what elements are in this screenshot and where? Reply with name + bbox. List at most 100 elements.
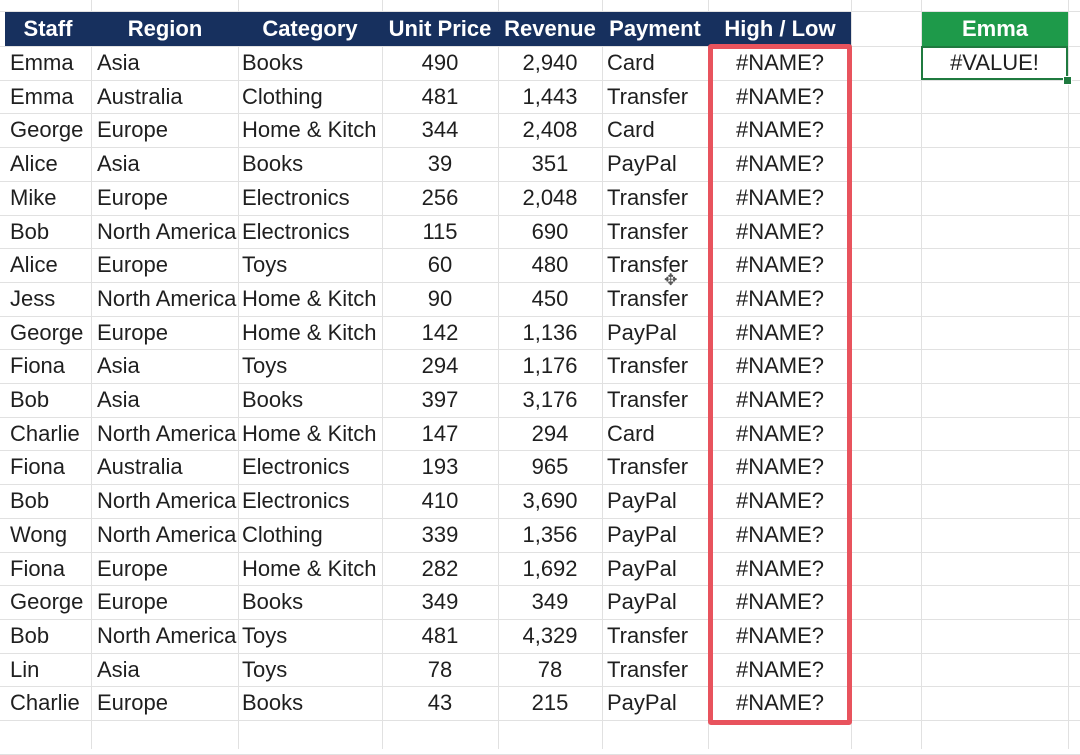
cell-staff[interactable]: Bob — [10, 622, 50, 648]
cell-region[interactable]: Asia — [97, 656, 140, 682]
cell-revenue[interactable]: 1,136 — [522, 319, 578, 345]
cell-staff[interactable]: Mike — [10, 184, 57, 210]
header-region[interactable]: Region — [127, 16, 203, 41]
cell-high-low[interactable]: #NAME? — [735, 420, 825, 446]
cell-revenue[interactable]: 2,048 — [522, 184, 578, 210]
cell-staff[interactable]: Bob — [10, 387, 50, 412]
cell-revenue[interactable]: 1,692 — [522, 555, 578, 581]
cell-staff[interactable]: Bob — [10, 488, 50, 514]
cell-region[interactable]: Europe — [97, 319, 168, 345]
cell-revenue[interactable]: 1,176 — [522, 353, 578, 379]
cell-unit-price[interactable]: 142 — [421, 319, 459, 345]
cell-unit-price[interactable]: 349 — [421, 589, 459, 615]
cell-category[interactable]: Home & Kitch — [242, 420, 377, 446]
cell-high-low[interactable]: #NAME? — [735, 353, 825, 379]
cell-category[interactable]: Home & Kitch — [242, 285, 377, 311]
cell-staff[interactable]: Wong — [10, 521, 68, 547]
cell-revenue[interactable]: 3,176 — [522, 387, 578, 412]
cell-revenue[interactable]: 351 — [531, 151, 569, 177]
cell-region[interactable]: Europe — [97, 589, 168, 615]
cell-payment[interactable]: Transfer — [607, 184, 689, 210]
fill-handle[interactable] — [1063, 76, 1072, 85]
cell-region[interactable]: Australia — [97, 83, 183, 109]
cell-unit-price[interactable]: 294 — [421, 353, 459, 379]
cell-region[interactable]: Europe — [97, 690, 168, 716]
cell-payment[interactable]: Transfer — [607, 218, 689, 244]
cell-category[interactable]: Books — [242, 589, 304, 615]
cell-category[interactable]: Books — [242, 50, 304, 75]
cell-revenue[interactable]: 480 — [531, 252, 569, 278]
cell-payment[interactable]: PayPal — [607, 151, 677, 177]
cell-revenue[interactable]: 690 — [531, 218, 569, 244]
cell-category[interactable]: Books — [242, 690, 304, 716]
cell-revenue[interactable]: 450 — [531, 285, 569, 311]
cell-unit-price[interactable]: 256 — [421, 184, 459, 210]
cell-unit-price[interactable]: 193 — [421, 454, 459, 480]
cell-staff[interactable]: Bob — [10, 218, 50, 244]
header-staff[interactable]: Staff — [23, 16, 73, 41]
cell-region[interactable]: Europe — [97, 117, 168, 143]
cell-category[interactable]: Books — [242, 387, 304, 412]
cell-region[interactable]: Asia — [97, 151, 140, 177]
cell-high-low[interactable]: #NAME? — [735, 589, 825, 615]
cell-high-low[interactable]: #NAME? — [735, 83, 825, 109]
cell-unit-price[interactable]: 282 — [421, 555, 459, 581]
cell-region[interactable]: North America — [97, 488, 237, 514]
cell-payment[interactable]: Transfer — [607, 656, 689, 682]
cell-high-low[interactable]: #NAME? — [735, 387, 825, 412]
cell-payment[interactable]: Transfer — [607, 387, 689, 412]
cell-high-low[interactable]: #NAME? — [735, 555, 825, 581]
cell-unit-price[interactable]: 481 — [421, 622, 459, 648]
cell-high-low[interactable]: #NAME? — [735, 656, 825, 682]
cell-staff[interactable]: Fiona — [10, 555, 66, 581]
cell-payment[interactable]: PayPal — [607, 690, 677, 716]
cell-payment[interactable]: Transfer — [607, 353, 689, 379]
cell-unit-price[interactable]: 339 — [421, 521, 459, 547]
cell-revenue[interactable]: 965 — [531, 454, 569, 480]
cell-high-low[interactable]: #NAME? — [735, 622, 825, 648]
cell-revenue[interactable]: 294 — [531, 420, 569, 446]
cell-payment[interactable]: PayPal — [607, 319, 677, 345]
cell-payment[interactable]: PayPal — [607, 488, 677, 514]
cell-payment[interactable]: Transfer — [607, 622, 689, 648]
cell-revenue[interactable]: 78 — [537, 656, 563, 682]
cell-region[interactable]: Asia — [97, 50, 140, 75]
cell-staff[interactable]: George — [10, 589, 84, 615]
cell-unit-price[interactable]: 397 — [421, 387, 459, 412]
cell-revenue[interactable]: 349 — [531, 589, 569, 615]
cell-category[interactable]: Home & Kitch — [242, 319, 377, 345]
cell-revenue[interactable]: 3,690 — [522, 488, 578, 514]
cell-staff[interactable]: Emma — [10, 50, 74, 75]
lookup-result-cell[interactable]: #VALUE! — [921, 46, 1068, 80]
cell-region[interactable]: Europe — [97, 252, 168, 278]
cell-payment[interactable]: Transfer — [607, 454, 689, 480]
cell-high-low[interactable]: #NAME? — [735, 218, 825, 244]
lookup-header-cell[interactable]: Emma — [922, 12, 1068, 46]
cell-staff[interactable]: Emma — [10, 83, 74, 109]
cell-category[interactable]: Toys — [242, 252, 288, 278]
cell-unit-price[interactable]: 410 — [421, 488, 459, 514]
cell-staff[interactable]: Jess — [10, 285, 56, 311]
cell-unit-price[interactable]: 39 — [427, 151, 453, 177]
cell-payment[interactable]: Transfer — [607, 83, 689, 109]
cell-revenue[interactable]: 215 — [531, 690, 569, 716]
cell-unit-price[interactable]: 115 — [422, 218, 458, 244]
cell-category[interactable]: Toys — [242, 622, 288, 648]
cell-category[interactable]: Home & Kitch — [242, 555, 377, 581]
cell-staff[interactable]: Fiona — [10, 353, 66, 379]
cell-revenue[interactable]: 1,356 — [522, 521, 578, 547]
header-high-low[interactable]: High / Low — [724, 16, 836, 41]
cell-payment[interactable]: Transfer — [607, 285, 689, 311]
cell-high-low[interactable]: #NAME? — [735, 184, 825, 210]
cell-region[interactable]: North America — [97, 285, 237, 311]
cell-category[interactable]: Electronics — [242, 488, 350, 514]
cell-high-low[interactable]: #NAME? — [735, 285, 825, 311]
cell-payment[interactable]: PayPal — [607, 589, 677, 615]
cell-unit-price[interactable]: 60 — [427, 252, 453, 278]
header-unit-price[interactable]: Unit Price — [388, 16, 492, 41]
cell-payment[interactable]: PayPal — [607, 555, 677, 581]
cell-payment[interactable]: Card — [607, 50, 655, 75]
cell-payment[interactable]: Card — [607, 420, 655, 446]
cell-staff[interactable]: Alice — [10, 252, 58, 278]
cell-category[interactable]: Clothing — [242, 83, 323, 109]
